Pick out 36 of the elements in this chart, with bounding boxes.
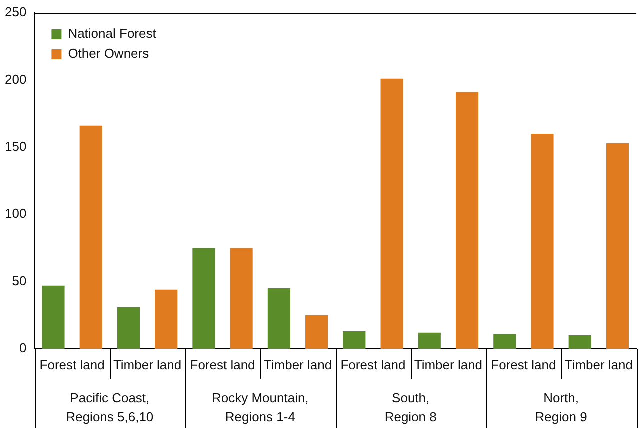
bar bbox=[494, 334, 516, 349]
text: South, Region 8 bbox=[384, 390, 437, 425]
bar bbox=[568, 336, 592, 349]
legend-label: National Forest bbox=[68, 26, 157, 42]
x-tick-label: Forest land bbox=[40, 357, 105, 372]
bar bbox=[531, 134, 554, 349]
bar bbox=[117, 307, 140, 349]
text: Pacific Coast, Regions 5,6,10 bbox=[66, 390, 154, 425]
y-tick-label: 50 bbox=[12, 273, 27, 288]
x-tick-label: Timber land bbox=[414, 357, 483, 372]
y-tick-label: 0 bbox=[19, 340, 27, 356]
bar bbox=[418, 332, 441, 349]
x-tick-label: Forest land bbox=[491, 357, 556, 372]
bar bbox=[155, 290, 178, 349]
text: Rocky Mountain, Regions 1-4 bbox=[212, 390, 309, 425]
legend-label: Other Owners bbox=[68, 46, 150, 62]
text: North, Region 9 bbox=[535, 390, 588, 425]
y-tick-label: 250 bbox=[4, 4, 27, 20]
bar bbox=[192, 248, 216, 349]
bar bbox=[343, 332, 366, 349]
bar bbox=[268, 288, 290, 349]
x-tick-label: Forest land bbox=[340, 357, 406, 372]
bar bbox=[380, 78, 404, 349]
x-tick-label: Timber land bbox=[264, 357, 332, 372]
bar bbox=[230, 248, 253, 349]
y-tick-label: 100 bbox=[4, 206, 27, 222]
x-tick-label: Timber land bbox=[564, 357, 633, 372]
bar bbox=[42, 286, 65, 349]
bar bbox=[456, 92, 479, 349]
y-tick-label: 200 bbox=[4, 72, 27, 87]
bar bbox=[606, 143, 630, 349]
x-tick-label: Forest land bbox=[190, 357, 256, 372]
y-tick-label: 150 bbox=[4, 138, 27, 154]
bar bbox=[80, 126, 102, 349]
x-tick-label: Timber land bbox=[113, 357, 182, 372]
bar bbox=[306, 315, 328, 349]
